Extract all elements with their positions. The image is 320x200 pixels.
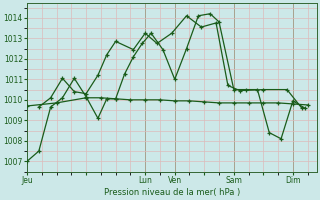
X-axis label: Pression niveau de la mer( hPa ): Pression niveau de la mer( hPa ) xyxy=(104,188,240,197)
